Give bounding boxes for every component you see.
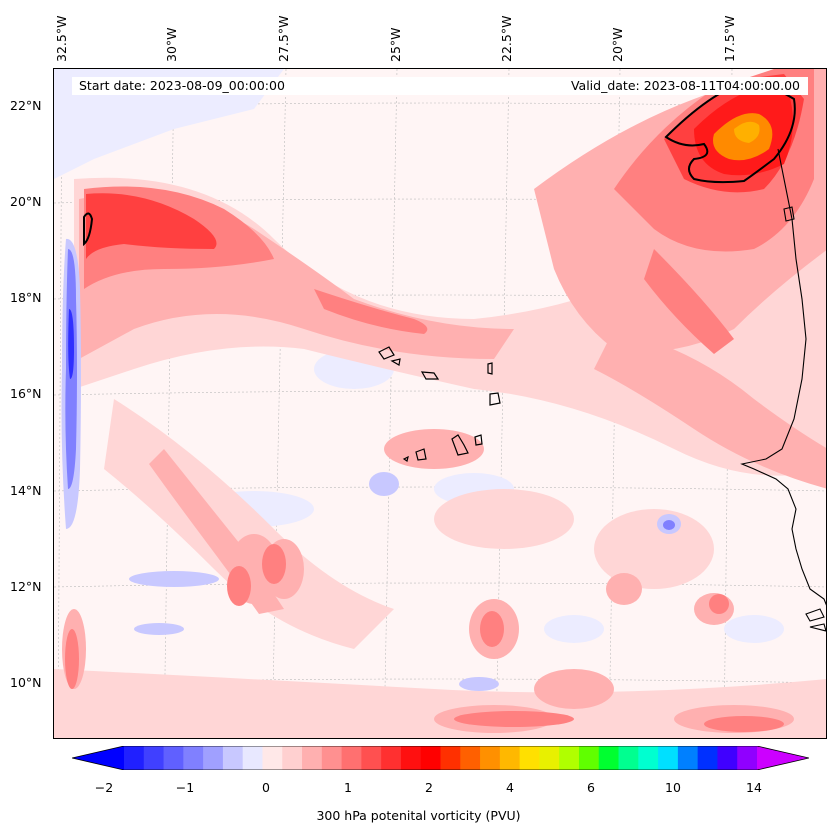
colorbar-cell — [578, 746, 600, 770]
colorbar-cell — [242, 746, 263, 770]
colorbar-cell — [143, 746, 165, 770]
colorbar-cell — [282, 746, 303, 770]
lat-label-10n: 10°N — [10, 675, 42, 690]
africa-coastline — [740, 148, 826, 606]
colorbar-cell — [400, 746, 422, 770]
colorbar-tick: 1 — [344, 780, 352, 795]
colorbar-tick: 10 — [665, 780, 681, 795]
colorbar-cell — [737, 746, 758, 770]
colorbar-tick: 6 — [587, 780, 595, 795]
colorbar-tick: 14 — [746, 780, 762, 795]
lon-label-30w: 30°W — [164, 27, 179, 62]
colorbar-cell — [124, 746, 145, 770]
lat-label-22n: 22°N — [10, 98, 42, 113]
lon-label-25w: 25°W — [388, 27, 403, 62]
colorbar-extend-max — [757, 746, 809, 770]
coastal-islands — [783, 206, 826, 632]
map-panel — [53, 68, 827, 739]
lon-label-32-5w: 32.5°W — [54, 15, 69, 62]
colorbar-cell — [499, 746, 521, 770]
colorbar-cell — [598, 746, 620, 770]
cape-verde-islands — [378, 346, 501, 462]
lat-label-12n: 12°N — [10, 579, 42, 594]
pv-orange-core — [713, 113, 773, 161]
lon-label-27-5w: 27.5°W — [276, 15, 291, 62]
colorbar-cell — [519, 746, 540, 770]
colorbar-cell — [717, 746, 738, 770]
start-date-text: Start date: 2023-08-09_00:00:00 — [79, 78, 285, 93]
colorbar-cell — [658, 746, 679, 770]
colorbar-tick: −2 — [94, 780, 114, 795]
colorbar-cell — [183, 746, 204, 770]
colorbar-cell — [163, 746, 184, 770]
colorbar-label: 300 hPa potenital vorticity (PVU) — [316, 808, 521, 823]
colorbar-cell — [697, 746, 718, 770]
colorbar-cell — [262, 746, 283, 770]
colorbar-cell — [677, 746, 699, 770]
colorbar-cell — [381, 746, 402, 770]
lon-label-17-5w: 17.5°W — [722, 15, 737, 62]
colorbar-extend-min — [72, 746, 124, 770]
colorbar-cell — [203, 746, 224, 770]
header-background — [72, 77, 808, 95]
colorbar-tick: 2 — [425, 780, 433, 795]
colorbar-cell — [618, 746, 639, 770]
colorbar-cell — [539, 746, 560, 770]
colorbar-cell — [440, 746, 461, 770]
colorbar-cell — [480, 746, 501, 770]
colorbar-cell — [222, 746, 244, 770]
pv-blue-band — [61, 238, 681, 691]
valid-date-text: Valid_date: 2023-08-11T04:00:00.00 — [570, 78, 800, 93]
pv-field-map — [54, 69, 826, 738]
pv-colorbar — [72, 746, 809, 770]
colorbar-cell — [638, 746, 659, 770]
lat-label-20n: 20°N — [10, 194, 42, 209]
lon-label-20w: 20°W — [610, 27, 625, 62]
colorbar-cell — [341, 746, 362, 770]
colorbar-cell — [361, 746, 382, 770]
colorbar-tick: 0 — [262, 780, 270, 795]
colorbar-cell — [559, 746, 580, 770]
colorbar-tick: −1 — [175, 780, 195, 795]
lat-label-16n: 16°N — [10, 386, 42, 401]
colorbar-cell — [460, 746, 481, 770]
lat-label-18n: 18°N — [10, 290, 42, 305]
colorbar-cell — [302, 746, 323, 770]
colorbar-cell — [420, 746, 441, 770]
colorbar-cell — [321, 746, 343, 770]
colorbar-tick: 4 — [506, 780, 514, 795]
lon-label-22-5w: 22.5°W — [499, 15, 514, 62]
lat-label-14n: 14°N — [10, 483, 42, 498]
